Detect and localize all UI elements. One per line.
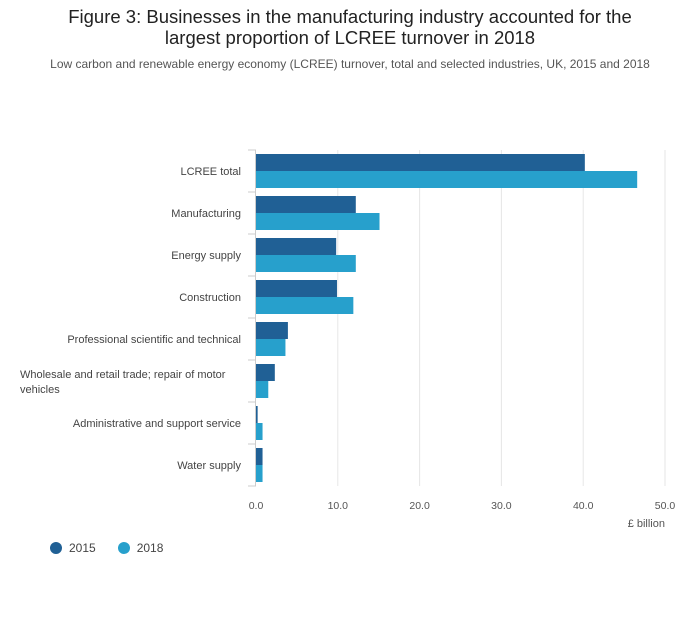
category-label: Manufacturing xyxy=(171,208,241,220)
legend-swatch-2018 xyxy=(117,542,130,554)
bar-2015-7 xyxy=(256,448,263,465)
x-axis-unit-label: £ billion xyxy=(628,518,665,530)
bar-2018-3 xyxy=(256,297,354,314)
category-label: Water supply xyxy=(177,460,241,472)
bar-2015-5 xyxy=(256,364,275,381)
category-label: vehicles xyxy=(20,384,60,396)
legend-label-2015: 2015 xyxy=(69,541,96,555)
bar-2015-0 xyxy=(256,154,585,171)
x-tick-label-10.0: 10.0 xyxy=(328,500,349,512)
bar-2015-6 xyxy=(256,406,258,423)
x-tick-label-40.0: 40.0 xyxy=(573,500,594,512)
chart-title-line-1: Figure 3: Businesses in the manufacturin… xyxy=(68,6,632,27)
category-label: Energy supply xyxy=(171,250,241,262)
legend-item-2018[interactable]: 2018 xyxy=(117,541,164,555)
bar-2018-4 xyxy=(256,339,286,356)
legend-label-2018: 2018 xyxy=(136,541,164,555)
legend-swatch-2015 xyxy=(50,542,62,554)
legend: 2015 2018 xyxy=(50,541,163,555)
category-label: Wholesale and retail trade; repair of mo… xyxy=(20,369,226,381)
legend-item-2015[interactable]: 2015 xyxy=(50,541,96,555)
bar-2018-5 xyxy=(256,381,269,398)
bar-2015-1 xyxy=(256,196,356,213)
bar-2018-0 xyxy=(256,171,638,188)
category-label: Professional scientific and technical xyxy=(67,334,241,346)
x-tick-label-20.0: 20.0 xyxy=(409,500,430,512)
bar-2018-6 xyxy=(256,423,263,440)
chart-subtitle: Low carbon and renewable energy economy … xyxy=(50,57,650,71)
x-tick-label-0.0: 0.0 xyxy=(249,500,264,512)
bar-2018-7 xyxy=(256,465,263,482)
bar-2015-4 xyxy=(256,322,288,339)
bar-2018-1 xyxy=(256,213,380,230)
bar-2018-2 xyxy=(256,255,356,272)
x-tick-label-30.0: 30.0 xyxy=(491,500,512,512)
chart-title-line-2: largest proportion of LCREE turnover in … xyxy=(164,27,536,48)
bar-2015-3 xyxy=(256,280,337,297)
chart-title: Figure 3: Businesses in the manufacturin… xyxy=(0,6,700,48)
category-label: Construction xyxy=(179,292,241,304)
bar-2015-2 xyxy=(256,238,337,255)
category-label: LCREE total xyxy=(180,166,241,178)
category-label: Administrative and support service xyxy=(73,418,241,430)
x-tick-label-50.0: 50.0 xyxy=(655,500,676,512)
